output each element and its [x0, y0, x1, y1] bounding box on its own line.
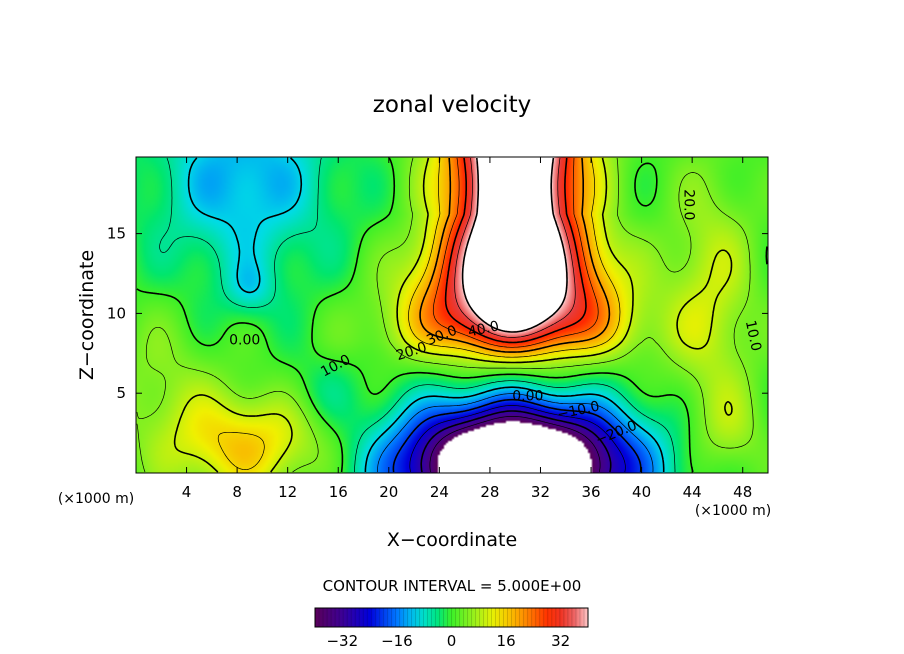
x-axis: 4 8 12 16 20 24 28 32 36 40 44 48: [182, 157, 752, 501]
colorbar-ticks: −32 −16 0 16 32: [326, 632, 570, 650]
y-tick-label: 10: [107, 304, 126, 322]
contour-line: [454, 157, 576, 338]
contour-line: [159, 157, 676, 473]
colorbar: −32 −16 0 16 32: [314, 607, 589, 650]
x-tick-label: 4: [182, 483, 192, 501]
x-tick-label: 48: [733, 483, 752, 501]
y-axis: 5 10 15: [107, 225, 768, 402]
x-tick-label: 12: [278, 483, 297, 501]
contour-line: [429, 415, 601, 473]
contour-line: [461, 157, 568, 333]
contour-lines: [136, 157, 768, 473]
contour-line: [136, 157, 768, 473]
colorbar-tick-label: −16: [381, 632, 413, 650]
x-tick-label: 16: [329, 483, 348, 501]
x-unit-right: (×1000 m): [695, 503, 771, 519]
x-tick-label: 24: [430, 483, 449, 501]
contour-interval-text: CONTOUR INTERVAL = 5.000E+00: [323, 577, 582, 595]
velocity-field: [136, 157, 768, 473]
x-tick-label: 36: [581, 483, 600, 501]
x-tick-label: 44: [683, 483, 702, 501]
contour-label: 0.00: [229, 333, 260, 349]
colorbar-tick-label: 32: [551, 632, 570, 650]
x-tick-label: 32: [531, 483, 550, 501]
contour-line: [420, 410, 612, 473]
contour-line: [444, 157, 587, 344]
contour-line: [136, 157, 754, 473]
contour-line: [409, 405, 626, 473]
contour-line: [217, 157, 621, 470]
contour-label: 0.00: [512, 388, 543, 404]
contour-label: 20.0: [680, 189, 696, 220]
x-tick-label: 40: [632, 483, 651, 501]
colorbar-stripes: [314, 608, 589, 627]
x-tick-label: 28: [480, 483, 499, 501]
x-unit-left: (×1000 m): [58, 491, 134, 507]
colorbar-gradient: [315, 608, 588, 627]
contour-line: [187, 157, 665, 472]
x-tick-label: 8: [232, 483, 242, 501]
contour-line: [377, 393, 654, 473]
y-tick-label: 15: [107, 225, 126, 243]
contour-line: [419, 157, 611, 353]
y-axis-label: Z−coordinate: [76, 250, 98, 380]
contour-line: [173, 157, 733, 473]
chart-title: zonal velocity: [373, 92, 531, 118]
plot-frame: [135, 156, 769, 474]
x-tick-label: 20: [379, 483, 398, 501]
colorbar-frame: [314, 607, 589, 628]
contour-line: [432, 157, 599, 348]
y-tick-label: 5: [116, 384, 126, 402]
contour-label: 10.0: [742, 319, 764, 353]
contour-label: 40.0: [467, 318, 501, 340]
colorbar-tick-label: −32: [326, 632, 358, 650]
contour-line: [392, 398, 642, 473]
colorbar-tick-label: 0: [447, 632, 457, 650]
colorbar-tick-label: 16: [497, 632, 516, 650]
x-axis-label: X−coordinate: [387, 529, 517, 551]
